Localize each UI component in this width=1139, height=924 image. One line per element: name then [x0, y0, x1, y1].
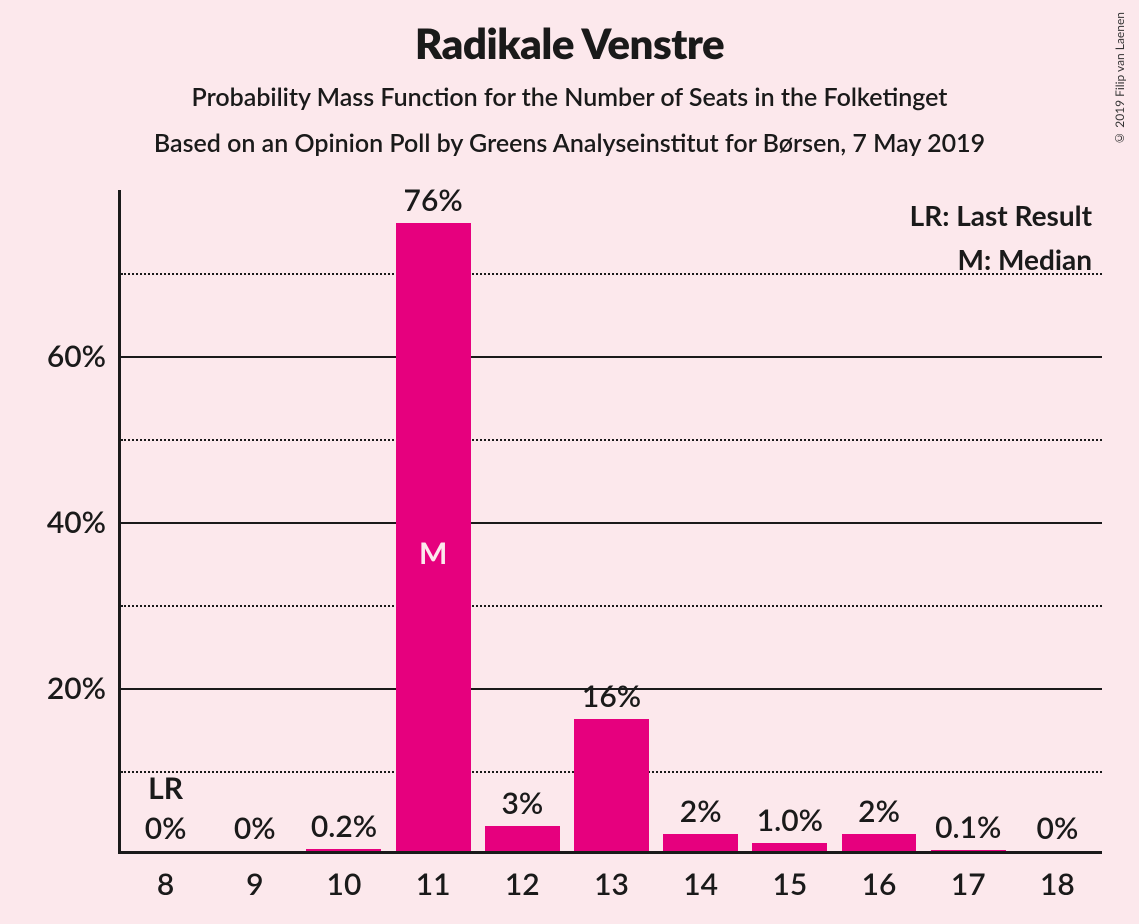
bar-value-label: 0.2% — [311, 808, 377, 844]
bar-value-label: 3% — [501, 785, 543, 821]
lr-marker: LR — [148, 770, 183, 806]
x-tick-label: 9 — [246, 866, 263, 902]
bar-value-label: 76% — [404, 182, 463, 218]
bar-value-label: 0% — [1037, 810, 1079, 846]
gridline-minor — [121, 605, 1102, 607]
bar — [663, 834, 738, 851]
gridline-major — [121, 356, 1102, 358]
bar — [574, 719, 649, 851]
bar-value-label: 2% — [680, 793, 722, 829]
gridline-major — [121, 522, 1102, 524]
x-tick-label: 15 — [772, 866, 807, 902]
copyright-text: © 2019 Filip van Laenen — [1112, 12, 1127, 146]
bar — [485, 826, 560, 851]
x-tick-label: 17 — [951, 866, 986, 902]
bar-value-label: 2% — [858, 793, 900, 829]
legend-lr: LR: Last Result — [910, 198, 1092, 232]
title-block: Radikale Venstre Probability Mass Functi… — [0, 0, 1139, 158]
x-tick-label: 16 — [862, 866, 897, 902]
x-tick-label: 18 — [1040, 866, 1075, 902]
gridline-minor — [121, 439, 1102, 441]
y-tick-label: 60% — [6, 338, 106, 374]
y-tick-label: 20% — [6, 670, 106, 706]
x-tick-label: 13 — [594, 866, 629, 902]
legend-m: M: Median — [910, 242, 1092, 276]
y-tick-label: 40% — [6, 504, 106, 540]
bar-value-label: 0.1% — [935, 809, 1001, 845]
median-marker: M — [419, 535, 447, 571]
chart-title: Radikale Venstre — [0, 18, 1139, 68]
chart-area: LR: Last Result M: Median 20%40%60%0%LR8… — [118, 190, 1102, 854]
x-tick-label: 10 — [327, 866, 362, 902]
bar — [842, 834, 917, 851]
chart-subtitle-1: Probability Mass Function for the Number… — [0, 82, 1139, 112]
bar-value-label: 0% — [145, 810, 187, 846]
bar — [752, 843, 827, 851]
bar-value-label: 1.0% — [757, 802, 823, 838]
x-tick-label: 14 — [683, 866, 718, 902]
bar — [306, 849, 381, 851]
bar — [931, 850, 1006, 851]
x-tick-label: 12 — [505, 866, 540, 902]
bar-value-label: 0% — [234, 810, 276, 846]
x-tick-label: 8 — [157, 866, 174, 902]
bar-value-label: 16% — [582, 678, 641, 714]
x-tick-label: 11 — [416, 866, 451, 902]
gridline-minor — [121, 273, 1102, 275]
chart-subtitle-2: Based on an Opinion Poll by Greens Analy… — [0, 128, 1139, 158]
x-axis — [118, 851, 1102, 854]
